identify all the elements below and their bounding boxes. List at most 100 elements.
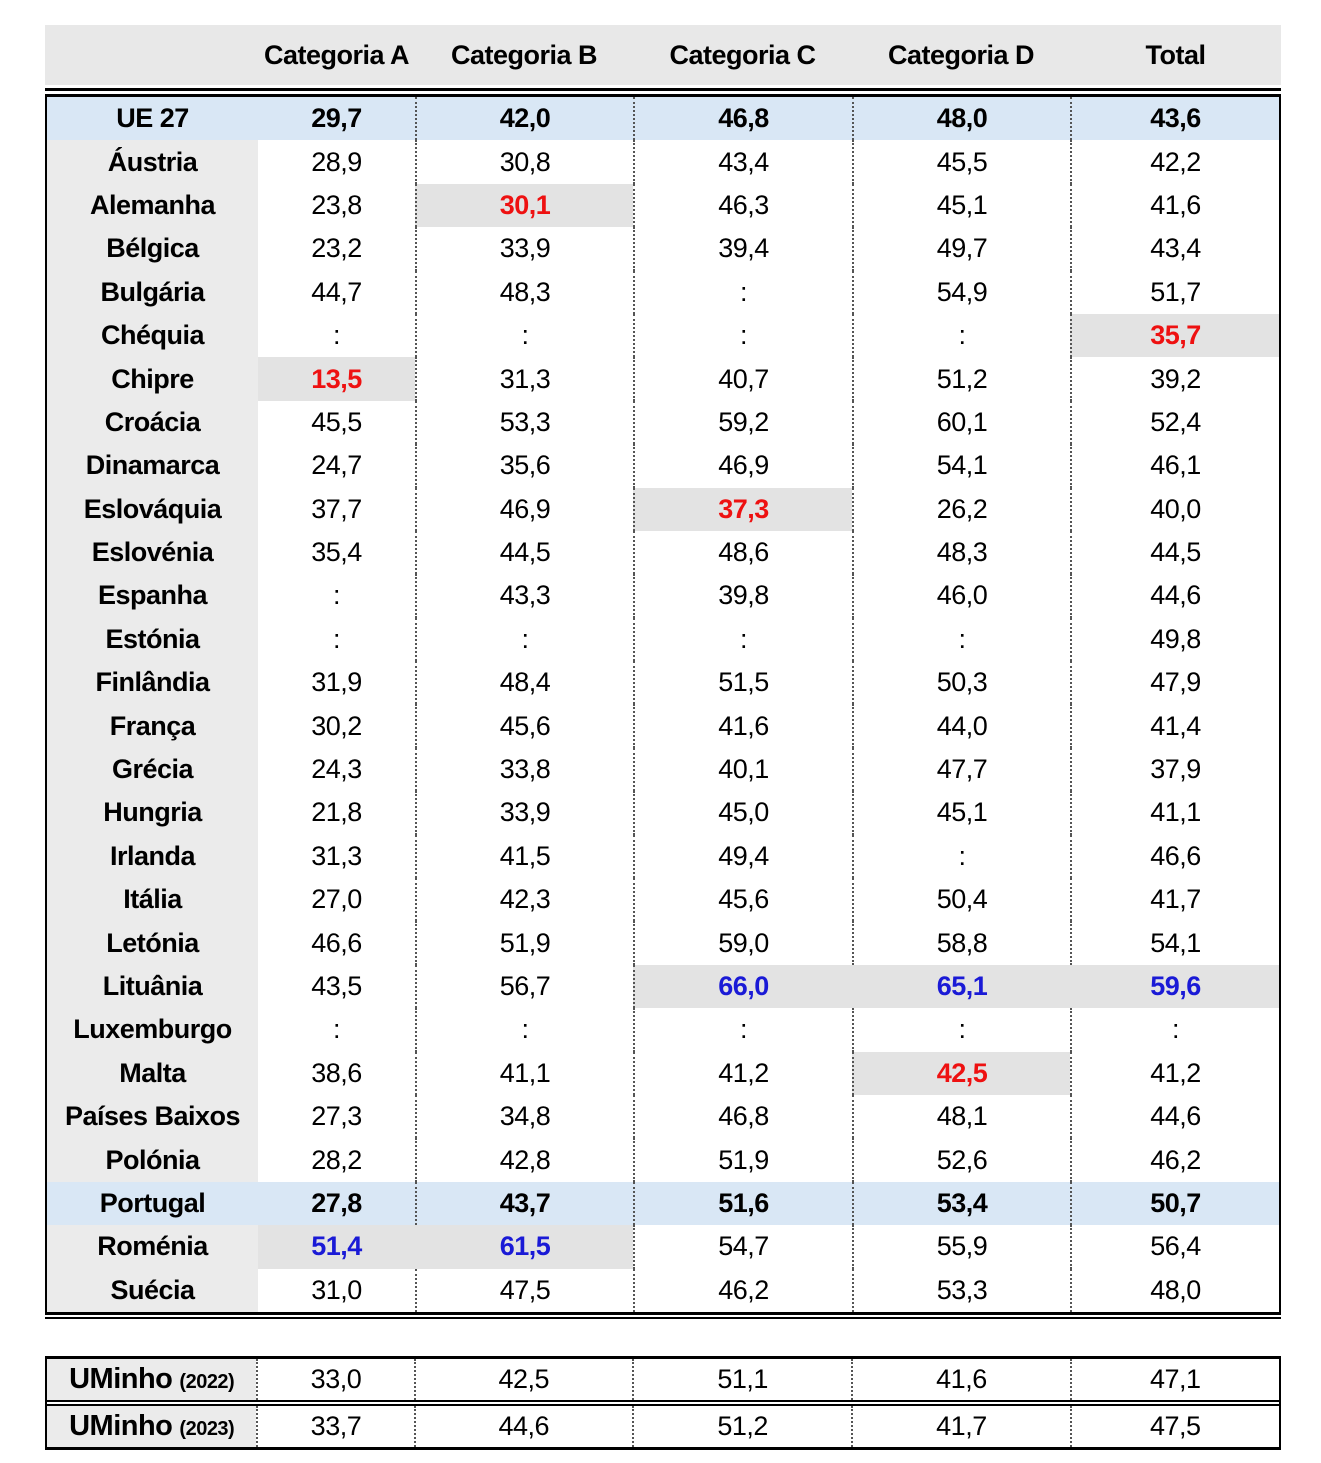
value-cell: 43,4 [1070, 227, 1279, 271]
value-cell: 44,6 [413, 1405, 632, 1447]
value-cell: 33,9 [415, 227, 633, 271]
value-cell: 29,7 [258, 97, 415, 141]
highlighted-value-cell: 42,5 [852, 1051, 1070, 1095]
country-row: Bélgica 23,2 33,9 39,4 49,7 43,4 [47, 227, 1279, 271]
country-name-cell: Malta [47, 1051, 258, 1095]
country-row: Alemanha 23,8 30,1 46,3 45,1 41,6 [47, 183, 1279, 228]
value-cell: 50,3 [852, 661, 1070, 705]
value-cell: 47,5 [1069, 1405, 1279, 1447]
value-cell: 41,7 [1070, 878, 1279, 922]
highlighted-value-cell: 66,0 [633, 964, 852, 1009]
value-cell: 38,6 [258, 1051, 415, 1095]
country-name-cell: Irlanda [47, 834, 258, 879]
highlighted-value-cell: 30,1 [415, 183, 633, 228]
value-cell: 59,0 [633, 921, 852, 965]
uminho-label: UMinho [69, 1409, 173, 1442]
highlighted-value-cell: 65,1 [852, 964, 1070, 1009]
value-cell: 27,0 [258, 878, 415, 922]
column-header-categoria-a: Categoria A [263, 39, 410, 70]
country-name-cell: Bélgica [47, 227, 258, 271]
value-cell: 53,3 [852, 1268, 1070, 1312]
value-cell: 50,7 [1070, 1181, 1279, 1226]
value-cell: 42,8 [415, 1138, 633, 1182]
value-cell: 51,7 [1070, 270, 1279, 314]
value-cell: 46,2 [633, 1268, 852, 1312]
value-cell: 40,1 [633, 747, 852, 792]
country-name-cell: Estónia [47, 617, 258, 662]
value-cell: 44,0 [852, 704, 1070, 748]
country-statistics-table: UE 27 29,7 42,0 46,8 48,0 43,6 Áustria 28,9 30,8… [45, 97, 1281, 1312]
value-cell: 54,7 [633, 1225, 852, 1269]
country-name-cell: Itália [47, 878, 258, 922]
value-cell: 48,3 [852, 530, 1070, 575]
uminho-year-label: (2023) [179, 1417, 235, 1440]
value-cell: 33,7 [256, 1405, 414, 1447]
value-cell: 33,0 [256, 1358, 414, 1400]
value-cell: 48,1 [852, 1094, 1070, 1139]
uminho-row: UMinho (2022) 33,0 42,5 51,1 41,6 47,1 [47, 1358, 1279, 1400]
country-name-cell: França [47, 704, 258, 748]
column-header-categoria-b: Categoria B [450, 39, 598, 70]
value-cell: 46,9 [633, 444, 852, 488]
value-cell: : [852, 617, 1070, 662]
value-cell: 46,2 [1070, 1138, 1279, 1182]
value-cell: 46,1 [1070, 444, 1279, 488]
country-name-cell: Roménia [47, 1225, 258, 1269]
uminho-row: UMinho (2023) 33,7 44,6 51,2 41,7 47,5 [47, 1405, 1279, 1447]
value-cell: 39,4 [633, 227, 852, 271]
value-cell: 35,6 [415, 444, 633, 488]
country-row: Chipre 13,5 31,3 40,7 51,2 39,2 [47, 357, 1279, 401]
highlighted-value-cell: 35,7 [1070, 313, 1279, 358]
value-cell: 40,7 [633, 357, 852, 401]
country-row: Eslovénia 35,4 44,5 48,6 48,3 44,5 [47, 530, 1279, 575]
country-row: Países Baixos 27,3 34,8 46,8 48,1 44,6 [47, 1094, 1279, 1139]
value-cell: 43,3 [415, 574, 633, 618]
value-cell: 43,4 [633, 140, 852, 184]
value-cell: : [258, 574, 415, 618]
value-cell: 47,7 [852, 747, 1070, 792]
value-cell: 41,7 [851, 1405, 1070, 1447]
uminho-table: UMinho (2022) 33,0 42,5 51,1 41,6 47,1 UMinho (2… [45, 1355, 1281, 1450]
value-cell: 34,8 [415, 1094, 633, 1139]
value-cell: 51,6 [633, 1181, 852, 1226]
value-cell: : [258, 313, 415, 358]
double-rule-separator [47, 1399, 1279, 1406]
country-name-cell: Portugal [47, 1181, 258, 1226]
column-header-categoria-c: Categoria C [669, 39, 816, 70]
value-cell: 23,2 [258, 227, 415, 271]
highlighted-value-cell: 37,3 [633, 487, 852, 531]
country-row: Croácia 45,5 53,3 59,2 60,1 52,4 [47, 400, 1279, 445]
value-cell: 41,6 [1070, 183, 1279, 228]
highlighted-value-cell: 51,4 [258, 1225, 415, 1269]
country-row: Áustria 28,9 30,8 43,4 45,5 42,2 [47, 140, 1279, 184]
country-name-cell: Letónia [47, 921, 258, 965]
country-row: Polónia 28,2 42,8 51,9 52,6 46,2 [47, 1138, 1279, 1182]
highlighted-value-cell: 61,5 [415, 1225, 633, 1269]
country-row: Suécia 31,0 47,5 46,2 53,3 48,0 [47, 1268, 1279, 1312]
value-cell: 48,4 [415, 661, 633, 705]
highlighted-value-cell: 59,6 [1070, 964, 1279, 1009]
value-cell: 56,7 [415, 964, 633, 1009]
country-row: Itália 27,0 42,3 45,6 50,4 41,7 [47, 878, 1279, 922]
value-cell: 48,0 [852, 97, 1070, 141]
value-cell: : [258, 617, 415, 662]
country-row: Chéquia::::35,7 [47, 313, 1279, 358]
value-cell: : [1070, 1008, 1279, 1052]
value-cell: 41,2 [633, 1051, 852, 1095]
value-cell: 31,3 [415, 357, 633, 401]
value-cell: 23,8 [258, 183, 415, 228]
value-cell: 26,2 [852, 487, 1070, 531]
value-cell: 46,8 [633, 97, 852, 141]
uminho-label: UMinho [69, 1362, 173, 1395]
value-cell: 33,8 [415, 747, 633, 792]
value-cell: 42,5 [413, 1358, 632, 1400]
value-cell: 46,6 [258, 921, 415, 965]
value-cell: 49,8 [1070, 617, 1279, 662]
value-cell: 41,5 [415, 834, 633, 879]
value-cell: 48,3 [415, 270, 633, 314]
value-cell: 59,2 [633, 400, 852, 445]
value-cell: 45,5 [258, 400, 415, 445]
value-cell: 39,8 [633, 574, 852, 618]
country-row: Estónia::::49,8 [47, 617, 1279, 662]
value-cell: : [852, 834, 1070, 879]
